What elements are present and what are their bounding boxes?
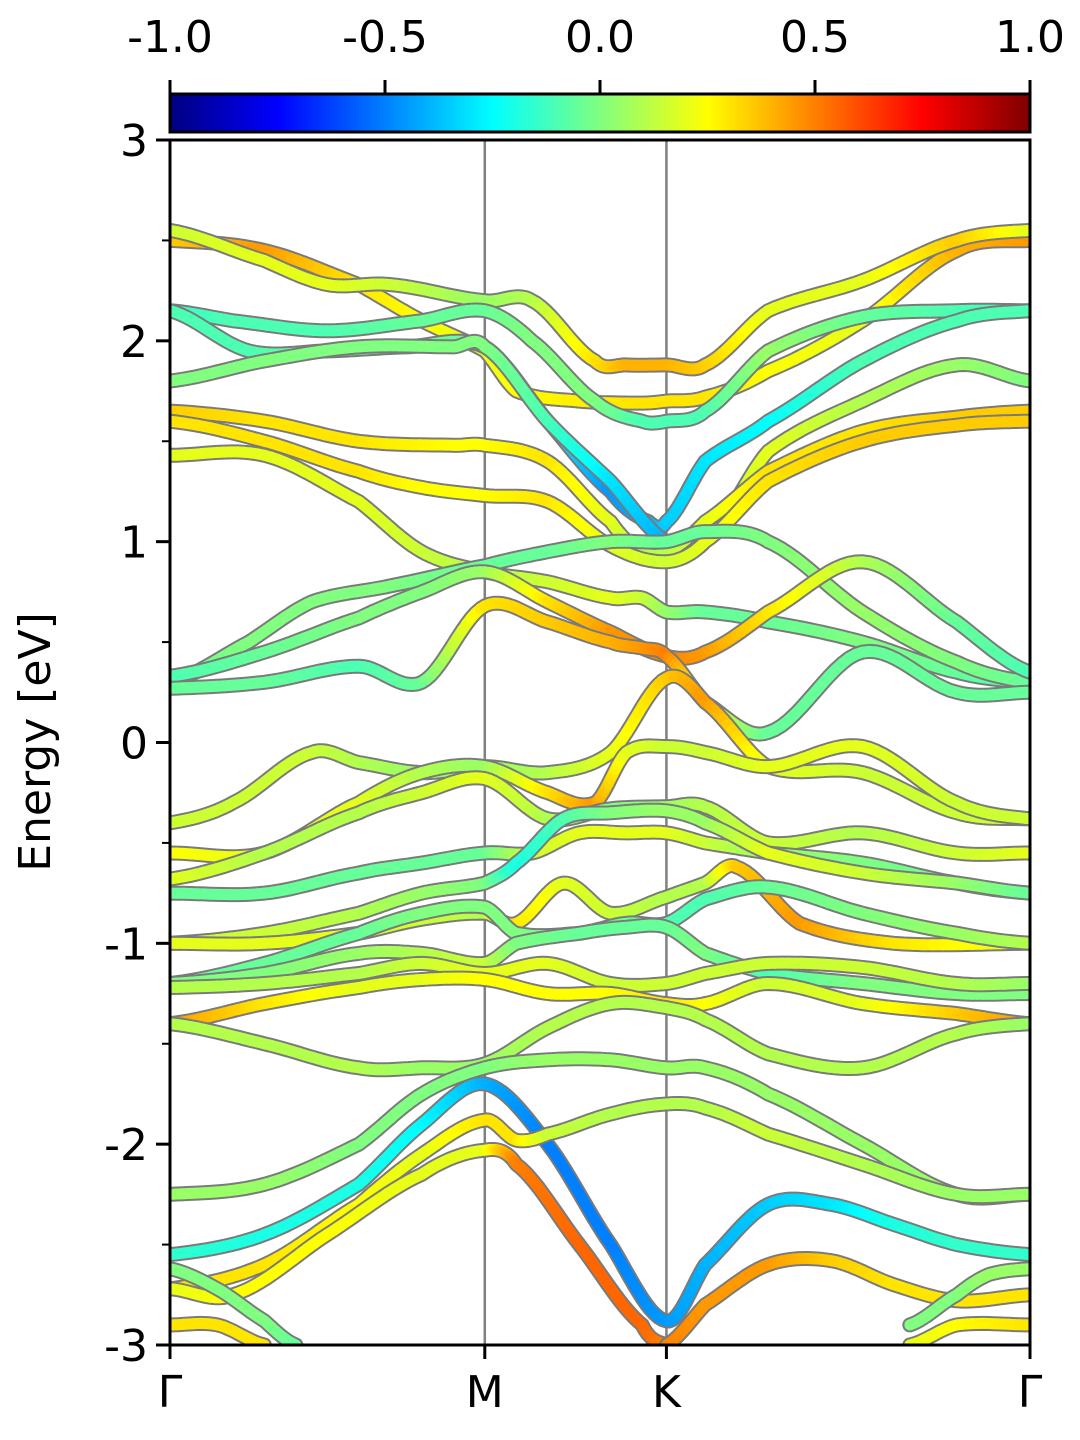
y-tick-label: 0 [120,719,148,770]
band-9 [170,554,1030,684]
plot-area: 3 2 1 0 -1 -2 -3 Γ M K Γ Energy [eV] [10,116,1043,1418]
kpoint-label: Γ [1018,1367,1043,1418]
bands [170,222,1030,1345]
band-29 [902,1261,1030,1333]
y-axis: 3 2 1 0 -1 -2 -3 [104,116,170,1372]
colorbar-tick-label: -0.5 [342,12,428,63]
kpoint-label: K [652,1367,682,1418]
band-21 [170,994,1030,1078]
band-18 [170,917,1030,1002]
colorbar-tick-label: 0.5 [780,12,850,63]
y-tick-label: -2 [104,1120,148,1171]
colorbar-ticks: -1.0 -0.5 0.0 0.5 1.0 [127,12,1065,94]
y-tick-label: 3 [120,116,148,167]
y-tick-label: -1 [104,919,148,970]
colorbar-gradient [168,92,1032,134]
band-26 [658,1251,1030,1345]
band-28 [170,1315,272,1345]
y-axis-title: Energy [eV] [10,612,61,872]
band-30 [902,1315,1030,1345]
colorbar-tick-label: -1.0 [127,12,213,63]
kpoint-label: Γ [158,1367,183,1418]
colorbar-tick-label: 1.0 [995,12,1065,63]
band-23 [170,1076,1030,1329]
colorbar-tick-label: 0.0 [565,12,635,63]
band-19 [170,955,1030,995]
band-11 [170,668,1030,831]
y-tick-label: 1 [120,518,148,569]
colorbar: -1.0 -0.5 0.0 0.5 1.0 [127,12,1065,134]
y-tick-label: 2 [120,317,148,368]
band-1 [170,222,1030,377]
kpoint-label: M [466,1367,504,1418]
y-tick-label: -3 [104,1321,148,1372]
band-27 [170,1261,304,1345]
